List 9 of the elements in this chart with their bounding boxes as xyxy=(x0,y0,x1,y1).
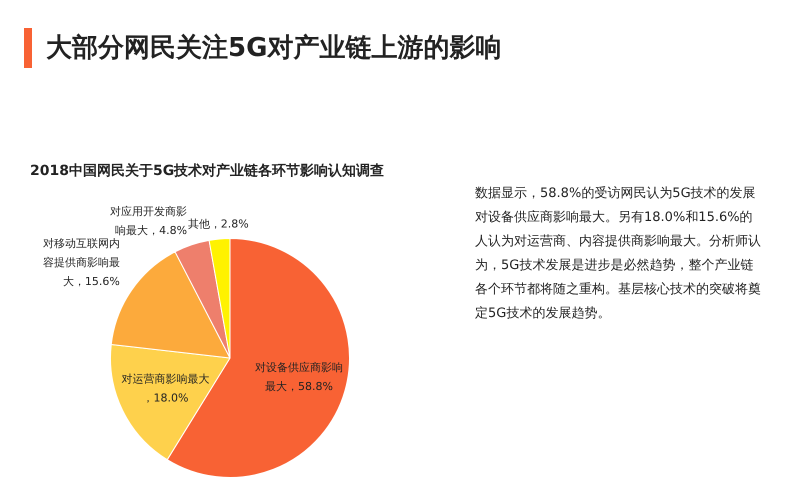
slice-label: 其他，2.8% xyxy=(188,218,249,231)
slice-label: 对应用开发商影响最大，4.8% xyxy=(110,205,188,238)
slice-label: 对设备供应商影响最大，58.8% xyxy=(254,360,343,393)
chart-title: 大部分网民关注5G对产业链上游的影响 xyxy=(46,32,502,65)
slice-label: 对移动互联网内容提供商影响最大，15.6% xyxy=(42,236,120,288)
text: 数据显示，58.8%的受访网民认为5G技术的发展对设备供应商影响最大。另有18.0%和15.6%的人认为对运营商、内容提供商影响最大。分析师认为，5G技术发展是进步是必然趋势，整个产业链各个环节都将随之重构。基层核心技术的突破将奠定5G技术的发展趋势。 xyxy=(475,185,762,323)
data-label: ，18.0% xyxy=(142,392,188,405)
slice-label: 对运营商影响最大 xyxy=(122,372,210,386)
chart-subtitle: 2018中国网民关于5G技术对产业链各环节影响认知调查 xyxy=(30,162,384,180)
